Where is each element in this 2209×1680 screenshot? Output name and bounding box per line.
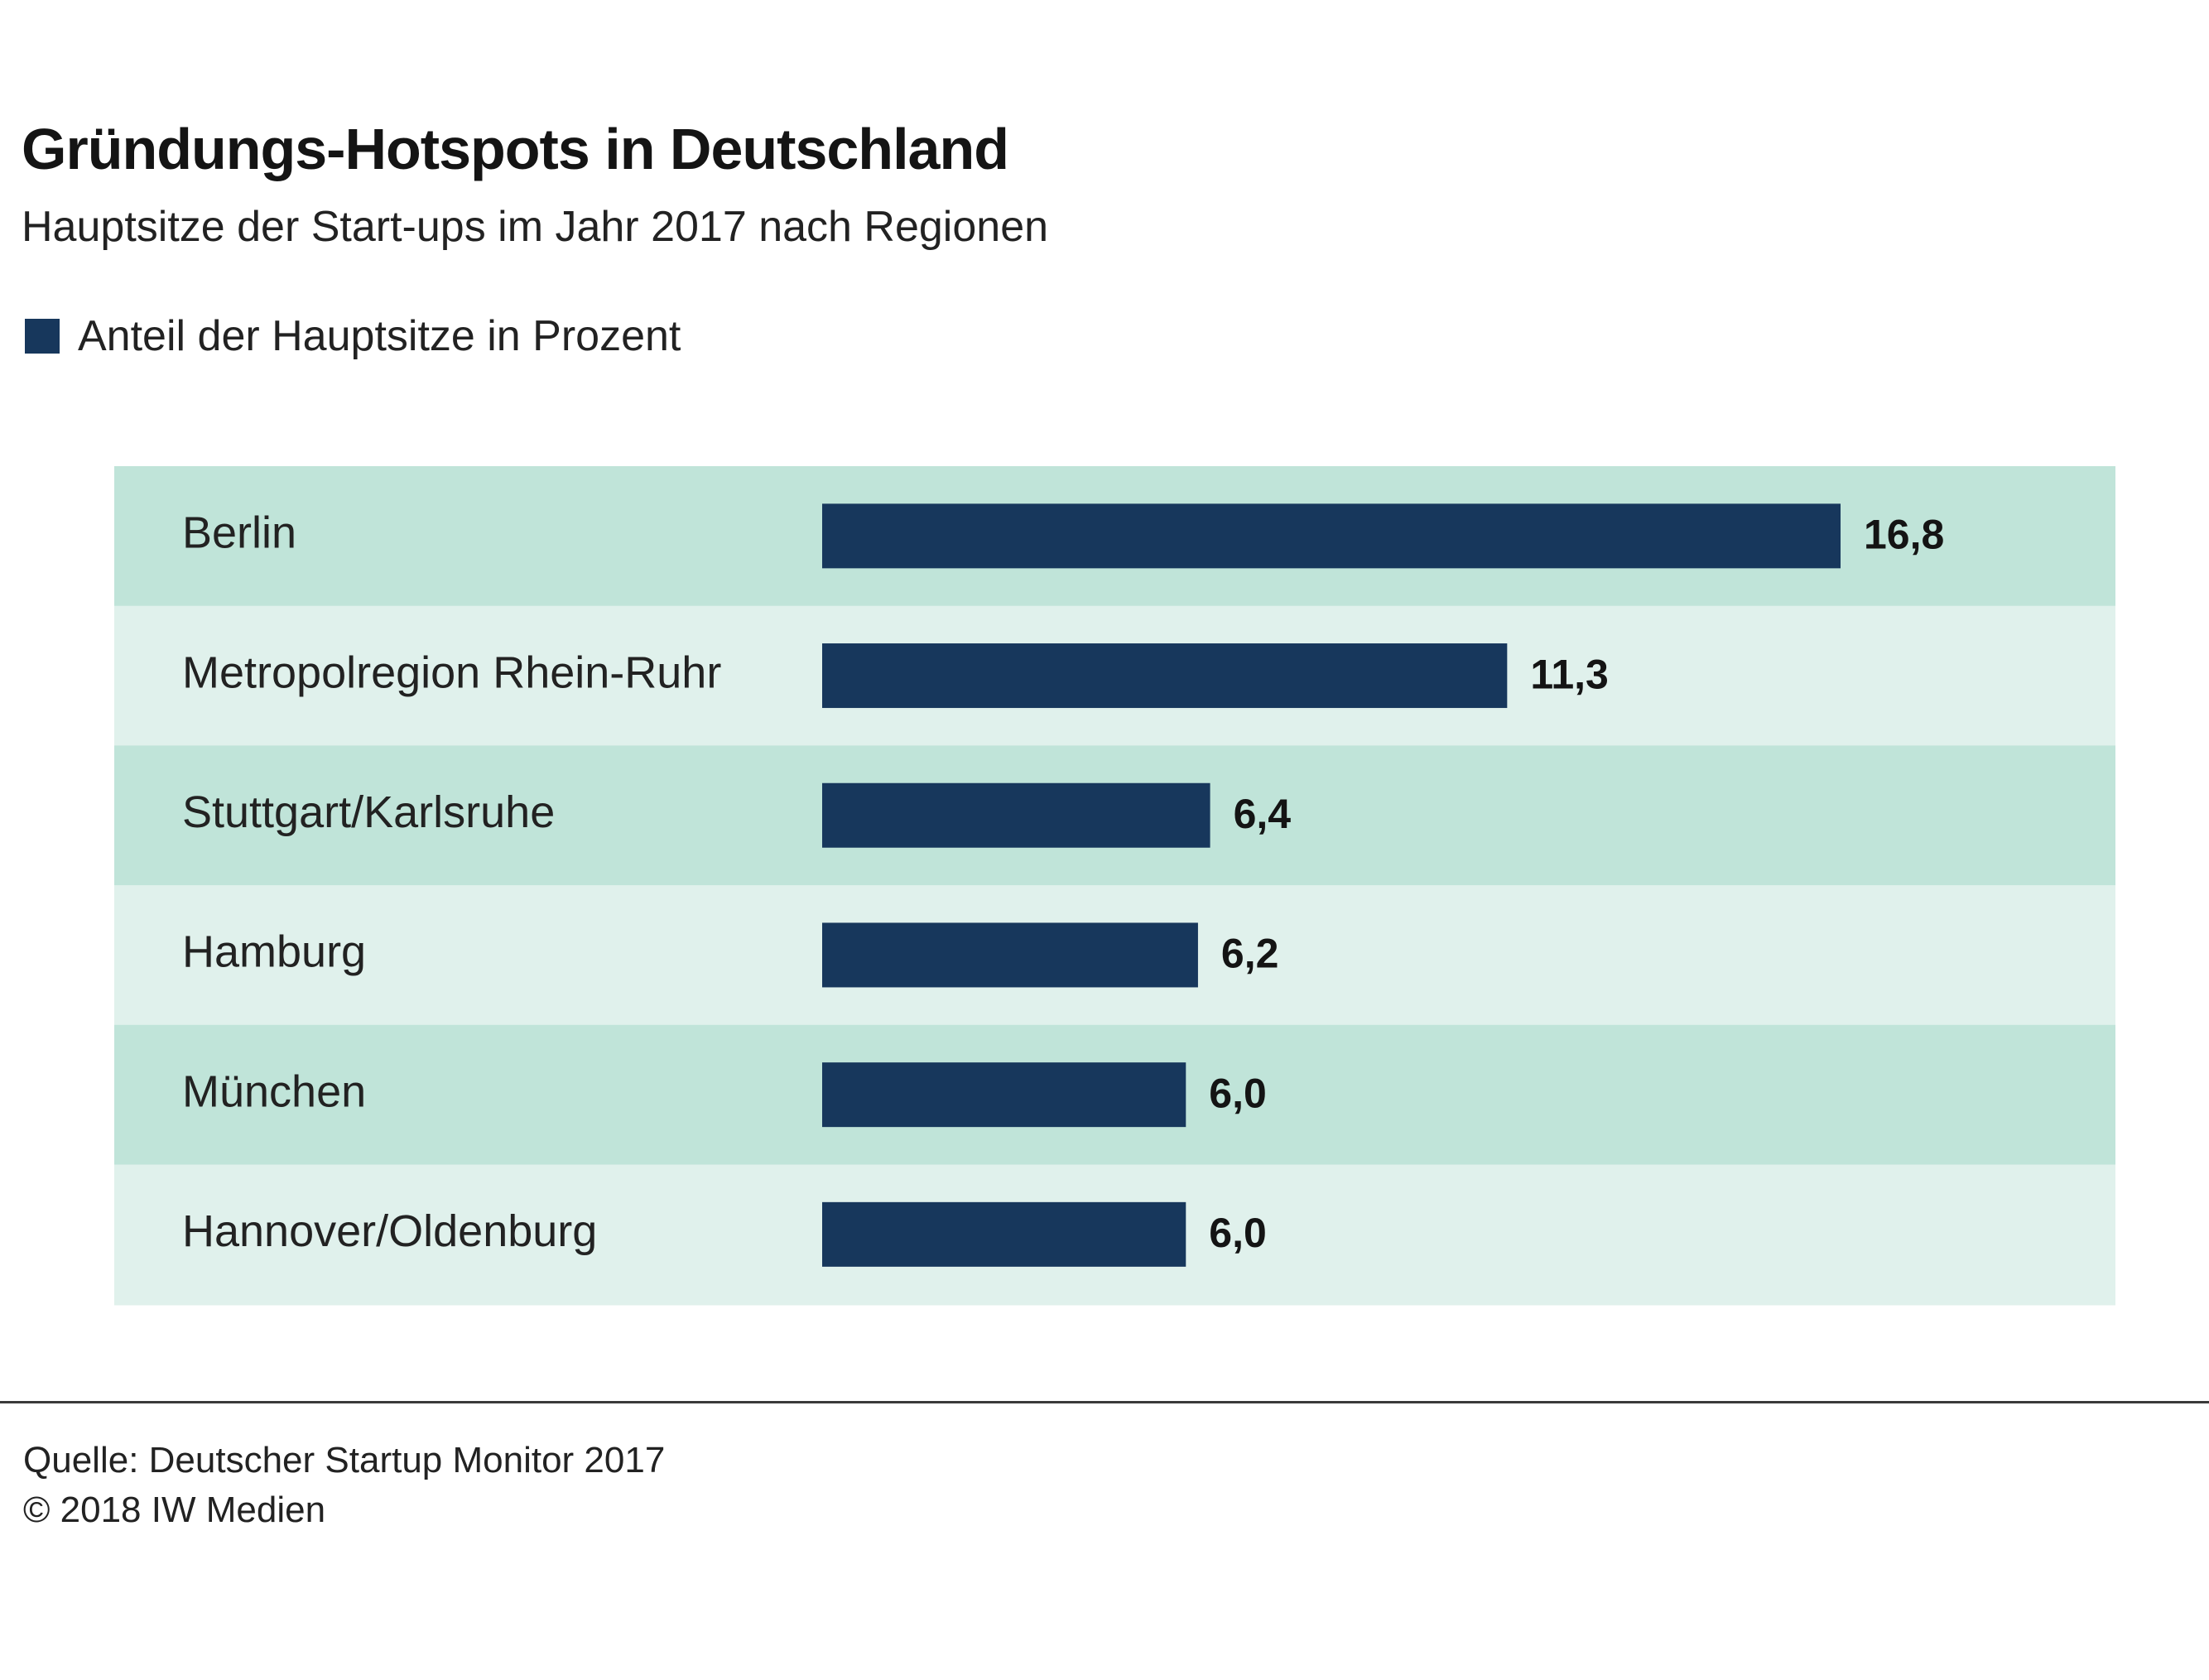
source-note: Quelle: Deutscher Startup Monitor 2017 — [23, 1440, 666, 1480]
chart-subtitle: Hauptsitze der Start-ups im Jahr 2017 na… — [22, 203, 1049, 251]
footer-divider — [0, 1401, 2209, 1403]
value-label-m-nchen: 6,0 — [1209, 1070, 1267, 1116]
legend: Anteil der Hauptsitze in Prozent — [25, 308, 681, 364]
copyright-note: © 2018 IW Medien — [23, 1490, 326, 1530]
category-label-berlin: Berlin — [182, 508, 296, 558]
value-label-stuttgart-karlsruhe: 6,4 — [1234, 791, 1292, 837]
bar-hamburg — [822, 922, 1198, 988]
category-label-hannover-oldenburg: Hannover/Oldenburg — [182, 1206, 597, 1256]
bar-m-nchen — [822, 1062, 1186, 1128]
bar-hannover-oldenburg — [822, 1201, 1186, 1267]
category-label-metropolregion-rhein-ruhr: Metropolregion Rhein-Ruhr — [182, 647, 721, 697]
value-label-hamburg: 6,2 — [1221, 931, 1279, 977]
legend-swatch — [25, 319, 60, 354]
value-label-metropolregion-rhein-ruhr: 11,3 — [1530, 651, 1609, 697]
footer: Quelle: Deutscher Startup Monitor 2017 ©… — [23, 1436, 665, 1535]
value-label-hannover-oldenburg: 6,0 — [1209, 1210, 1267, 1256]
bar-berlin — [822, 503, 1841, 569]
bar-metropolregion-rhein-ruhr — [822, 643, 1508, 709]
legend-label: Anteil der Hauptsitze in Prozent — [78, 312, 681, 360]
bar-stuttgart-karlsruhe — [822, 782, 1210, 848]
chart-title: Gründungs-Hotspots in Deutschland — [22, 117, 1009, 181]
category-label-m-nchen: München — [182, 1066, 366, 1116]
category-label-hamburg: Hamburg — [182, 927, 366, 977]
category-label-stuttgart-karlsruhe: Stuttgart/Karlsruhe — [182, 787, 555, 837]
value-label-berlin: 16,8 — [1864, 512, 1944, 558]
